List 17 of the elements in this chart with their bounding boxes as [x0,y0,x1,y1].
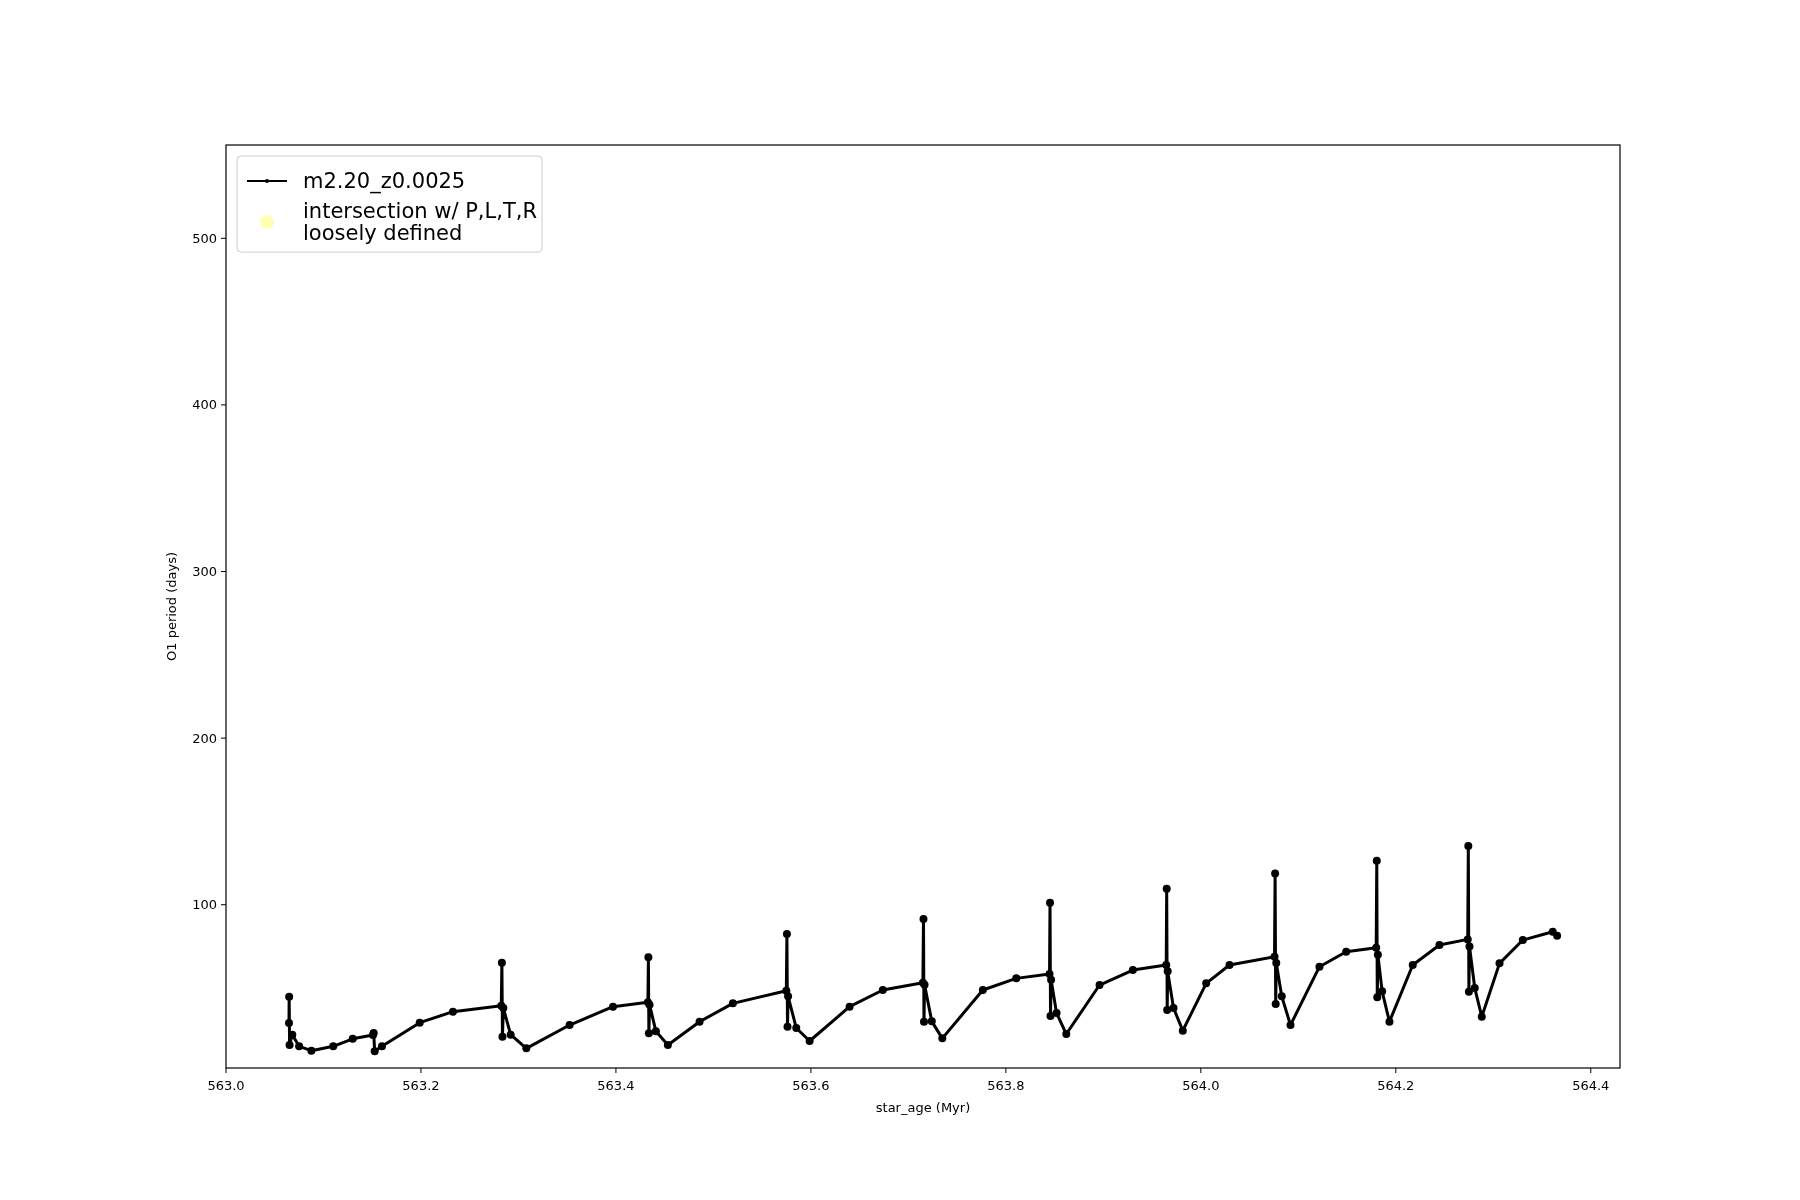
y-tick-label: 300 [192,564,217,580]
x-tick-label: 563.4 [597,1078,635,1093]
x-tick-label: 564.0 [1182,1078,1220,1093]
x-tick-label: 564.4 [1572,1078,1610,1093]
x-axis-title: star_age (Myr) [875,1100,971,1115]
x-tick-label: 563.6 [792,1078,830,1093]
y-tick-label: 500 [192,230,217,246]
x-tick-label: 564.2 [1377,1078,1415,1093]
x-tick-label: 563.2 [402,1078,440,1093]
x-tick-label: 563.0 [207,1078,245,1093]
y-tick-label: 400 [192,397,217,413]
x-tick-label: 563.8 [987,1078,1025,1093]
y-tick-label: 100 [192,897,217,913]
y-tick-label: 200 [192,730,217,746]
y-axis-title: O1 period (days) [164,551,179,662]
legend-label: m2.20_z0.0025 [303,169,466,195]
legend-label: intersection w/ P,L,T,R loosely defined [303,199,537,246]
